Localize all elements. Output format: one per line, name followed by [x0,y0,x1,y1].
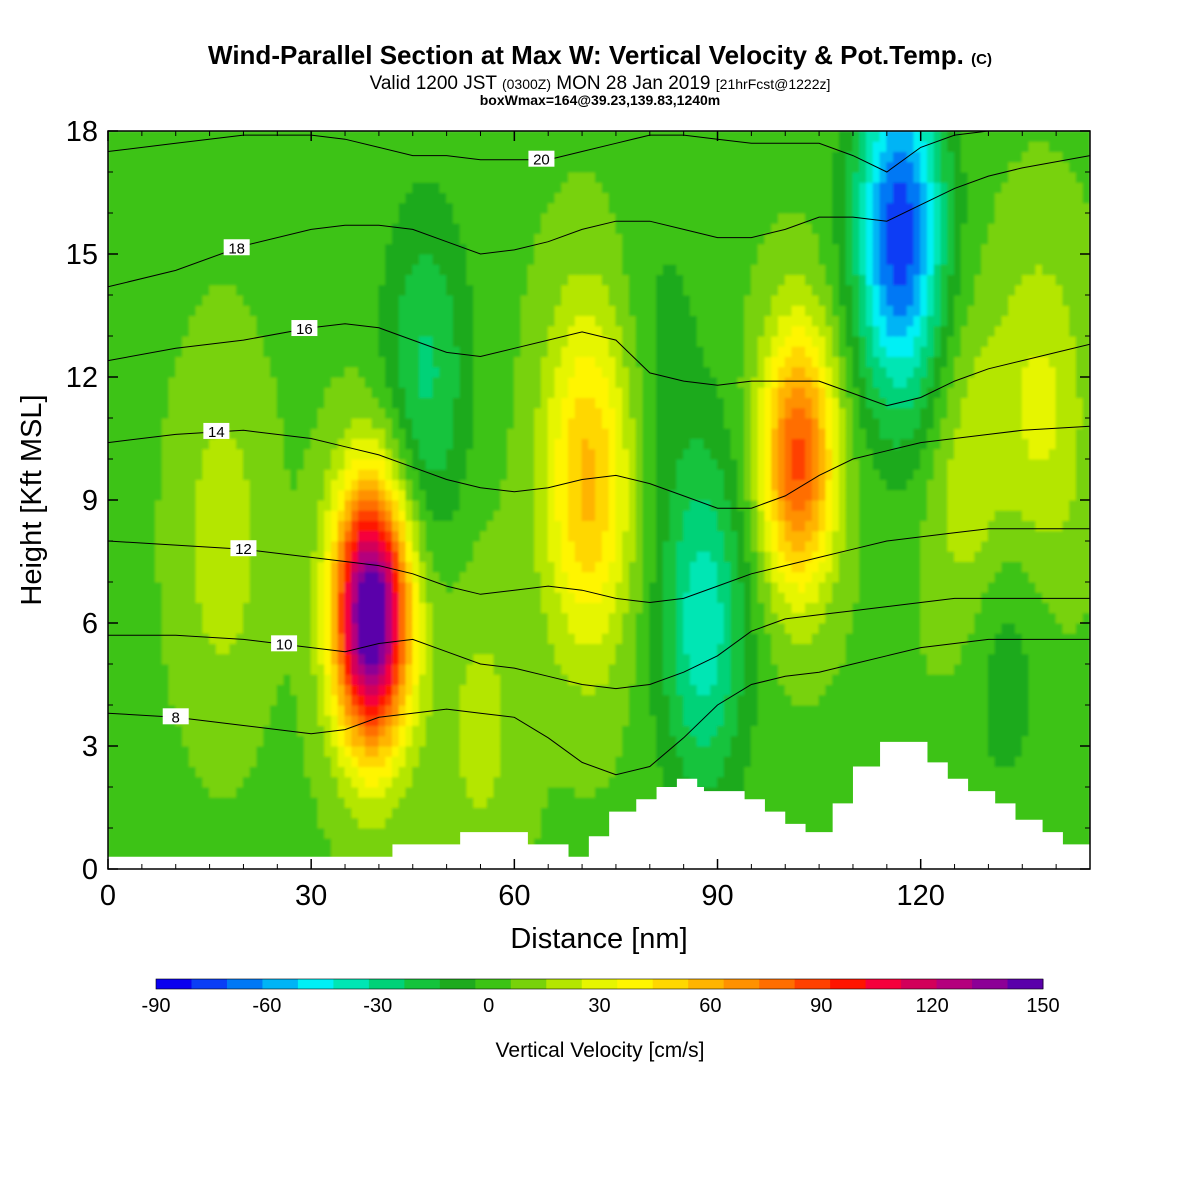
colorbar-swatch [439,979,476,989]
x-tick-label: 60 [498,880,530,912]
colorbar-swatch [156,979,192,989]
colorbar-tick-label: 90 [810,995,832,1017]
colorbar-swatch [617,979,654,989]
vertical-velocity-field [108,131,1090,869]
colorbar-swatch [830,979,867,989]
contour-label-box [223,239,250,256]
colorbar-swatch [262,979,299,989]
colorbar-swatch [972,979,1009,989]
colorbar-tick-label: -60 [252,995,281,1017]
colorbar-tick-label: -90 [142,995,171,1017]
colorbar-frame [155,978,1044,990]
theta-contour-20 [108,131,1090,173]
x-tick-label: 0 [100,880,116,912]
colorbar-swatch [510,979,547,989]
colorbar-swatch [297,979,334,989]
x-tick-label: 90 [701,880,733,912]
colorbar: -90 -60 -30 0 30 60 90 120 150 [142,978,1060,1017]
theta-contour-12 [108,528,1090,604]
chart-box-info: boxWmax=164@39.23,139.83,1240m [479,92,721,108]
contour-label-14: 14 [208,424,225,441]
axes: 0 30 60 90 120 0 3 6 9 12 15 18 [66,116,1090,912]
terrain-mask [108,741,1090,869]
x-axis-label: Distance [nm] [510,923,687,955]
colorbar-tick-label: 150 [1026,995,1059,1017]
contour-label-box [203,422,230,439]
colorbar-swatch [475,979,512,989]
colorbar-swatch [226,979,263,989]
y-tick-label: 6 [82,608,98,640]
colorbar-tick-label: 120 [915,995,948,1017]
y-tick-label: 0 [82,854,98,886]
theta-contour-18 [108,155,1090,288]
colorbar-swatch [865,979,902,989]
colorbar-swatch [688,979,725,989]
contour-label-box [528,150,555,167]
contour-label-8: 8 [172,709,180,726]
colorbar-swatch [368,979,405,989]
theta-contour-14 [108,425,1090,509]
terrain [108,741,1090,869]
contour-label-16: 16 [296,321,313,338]
x-tick-label: 30 [295,880,327,912]
contour-label-10: 10 [276,636,293,653]
potential-temperature-contours: 8 10 12 14 16 18 20 [108,131,1090,776]
colorbar-swatch [1007,979,1044,989]
colorbar-swatch [794,979,831,989]
y-tick-label: 9 [82,485,98,517]
chart-title: Wind-Parallel Section at Max W: Vertical… [208,40,992,70]
colorbar-swatch [901,979,938,989]
colorbar-swatch [652,979,689,989]
y-axis-label: Height [Kft MSL] [16,394,48,605]
colorbar-tick-label: 30 [588,995,610,1017]
colorbar-swatch [191,979,228,989]
contour-label-12: 12 [235,541,252,558]
y-tick-label: 18 [66,116,98,148]
contour-label-box [271,635,298,652]
contour-label-box [291,320,318,337]
colorbar-swatch [333,979,370,989]
colorbar-tick-label: 0 [483,995,494,1017]
colorbar-swatch [404,979,441,989]
contour-label-box [230,540,257,557]
y-tick-label: 3 [82,731,98,763]
colorbar-tick-label: -30 [363,995,392,1017]
x-tick-label: 120 [896,880,944,912]
chart-subtitle: Valid 1200 JST (0300Z) MON 28 Jan 2019 [… [369,73,831,94]
colorbar-swatch [723,979,760,989]
theta-contour-10 [108,597,1090,690]
colorbar-swatch [759,979,796,989]
colorbar-label: Vertical Velocity [cm/s] [496,1039,705,1062]
colorbar-swatch [936,979,973,989]
theta-contour-8 [108,638,1090,776]
colorbar-swatch [546,979,583,989]
velocity-raster [108,131,1090,869]
contour-label-18: 18 [228,240,245,257]
copyright-mark: (C) [971,51,992,68]
chart-title-block: Wind-Parallel Section at Max W: Vertical… [0,40,1200,107]
y-tick-label: 15 [66,239,98,271]
y-tick-label: 12 [66,362,98,394]
contour-label-box [162,708,189,725]
contour-label-20: 20 [533,152,550,169]
theta-contour-16 [108,323,1090,407]
colorbar-swatch [581,979,618,989]
colorbar-tick-label: 60 [699,995,721,1017]
